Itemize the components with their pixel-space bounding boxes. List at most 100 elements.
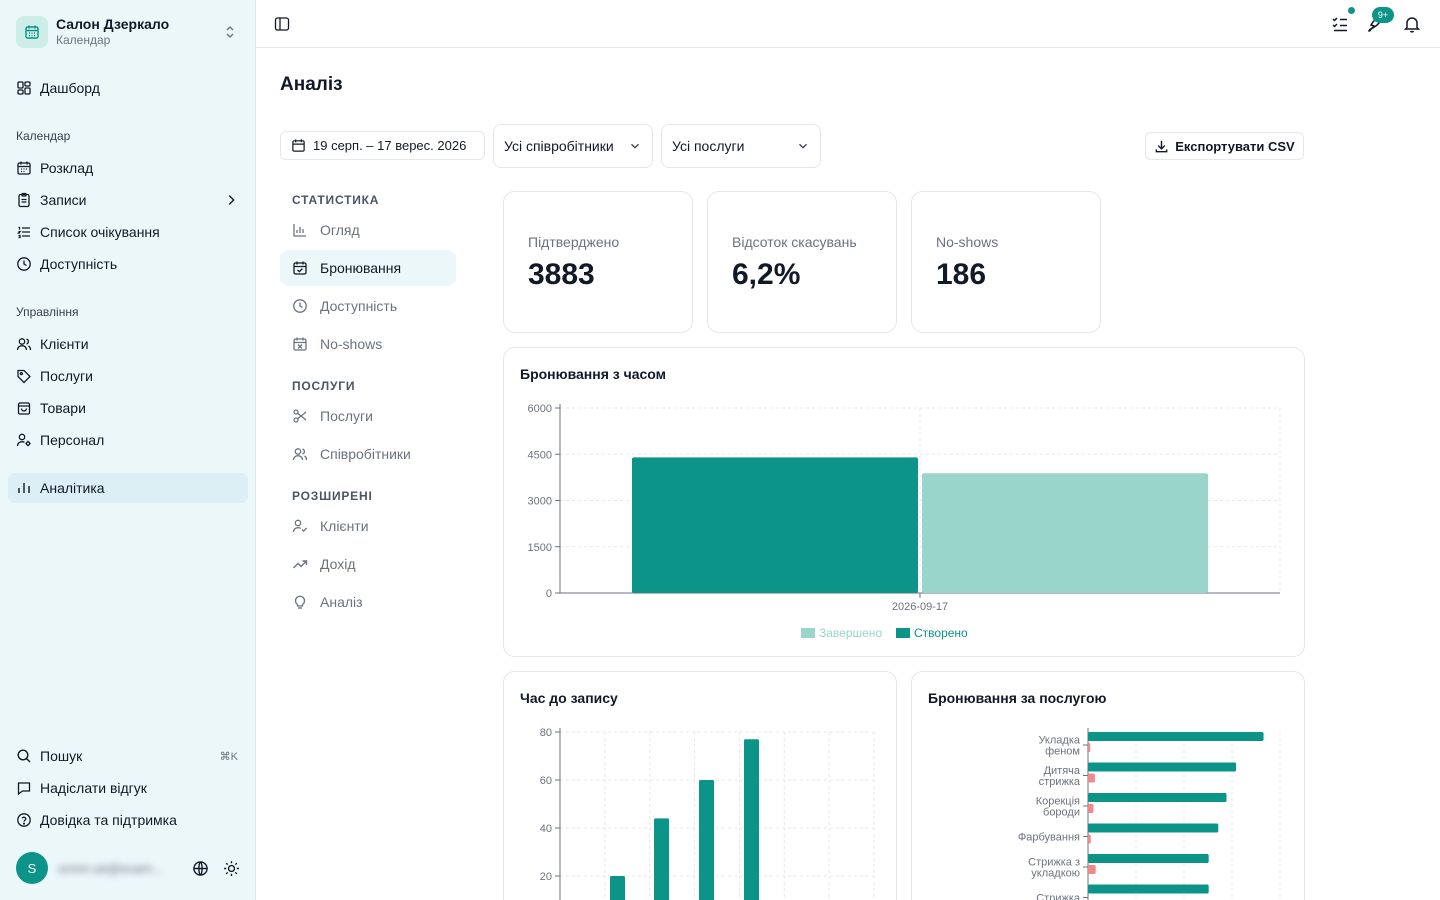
nav-clients-label: Клієнти xyxy=(40,336,89,352)
nav-staff[interactable]: Персонал xyxy=(8,425,248,455)
clock-icon xyxy=(293,299,307,313)
list-ordered-icon xyxy=(16,226,30,239)
bookings-by-service-card: Бронювання за послугою Укладка феном Дитяч… xyxy=(911,671,1305,900)
users-icon xyxy=(292,448,308,461)
date-range-picker[interactable]: 19 серп. – 17 верес. 2026 xyxy=(280,131,485,160)
nav-help[interactable]: Довідка та підтримка xyxy=(8,805,248,835)
nav-products[interactable]: Товари xyxy=(8,393,248,423)
nav-dashboard-label: Дашборд xyxy=(40,80,100,96)
subnav-clients-label: Клієнти xyxy=(320,518,369,534)
subnav-analysis[interactable]: Аналіз xyxy=(280,584,456,620)
nav-section-management: Управління xyxy=(16,305,79,319)
nav-schedule-label: Розклад xyxy=(40,160,94,176)
search-shortcut: ⌘K xyxy=(219,750,238,763)
export-csv-button[interactable]: Експортувати CSV xyxy=(1145,132,1304,160)
lightbulb-icon xyxy=(294,595,306,609)
subnav-employees[interactable]: Співробітники xyxy=(280,436,456,472)
nav-analytics[interactable]: Аналітика xyxy=(8,473,248,503)
bar-completed xyxy=(1088,823,1219,833)
nav-dashboard[interactable]: Дашборд xyxy=(8,73,248,103)
subnav-bookings[interactable]: Бронювання xyxy=(280,250,456,286)
lead-time-chart: 20 40 60 80 xyxy=(540,727,875,900)
subnav-clients[interactable]: Клієнти xyxy=(280,508,456,544)
nav-appointments-label: Записи xyxy=(40,192,87,208)
nav-help-label: Довідка та підтримка xyxy=(40,812,177,828)
nav-availability[interactable]: Доступність xyxy=(8,249,248,279)
bar-noshow xyxy=(1088,865,1096,874)
bar xyxy=(610,876,625,900)
subnav-availability-label: Доступність xyxy=(320,298,398,314)
search-icon xyxy=(17,749,31,763)
stat-cancel-label: Відсоток скасувань xyxy=(732,234,857,250)
trending-up-icon xyxy=(293,560,308,569)
workspace-subtitle: Календар xyxy=(56,33,111,47)
y-tick-label: 6000 xyxy=(528,403,552,415)
sidebar: Салон Дзеркало Календар Дашборд Календар… xyxy=(0,0,256,900)
bar-noshow xyxy=(1088,773,1095,783)
lead-time-card: Час до запису 20 40 60 80 xyxy=(503,671,897,900)
nav-feedback[interactable]: Надіслати відгук xyxy=(8,773,248,803)
clipboard-icon xyxy=(18,192,30,208)
bookings-over-time-card: Бронювання з часом 0 1500 3000 4500 6000 2026… xyxy=(503,347,1305,657)
category-label: Дитяча стрижка xyxy=(1039,765,1081,788)
user-menu[interactable]: S snnm.uk@exam... xyxy=(16,852,246,884)
nav-schedule[interactable]: Розклад xyxy=(8,153,248,183)
y-tick-label: 80 xyxy=(540,727,552,739)
category-label: Укладка феном xyxy=(1038,735,1080,758)
chevron-right-icon xyxy=(228,195,235,205)
tag-icon xyxy=(17,369,31,384)
user-check-icon xyxy=(292,519,308,533)
nav-appointments[interactable]: Записи xyxy=(8,185,248,215)
chevrons-up-down-icon xyxy=(226,26,234,38)
subnav-services[interactable]: Послуги xyxy=(280,398,456,434)
y-tick-label: 40 xyxy=(540,823,552,835)
chart-title: Бронювання за послугою xyxy=(928,690,1107,706)
subnav-noshows[interactable]: No-shows xyxy=(280,326,456,362)
subnav-availability[interactable]: Доступність xyxy=(280,288,456,324)
stat-cancel-value: 6,2% xyxy=(732,258,801,291)
nav-clients[interactable]: Клієнти xyxy=(8,329,248,359)
workspace-switcher[interactable]: Салон Дзеркало Календар xyxy=(8,10,248,54)
nav-services[interactable]: Послуги xyxy=(8,361,248,391)
bar-noshow xyxy=(1088,743,1091,752)
workspace-name: Салон Дзеркало xyxy=(56,16,170,32)
bar-chart-icon xyxy=(293,224,306,237)
subnav-overview-label: Огляд xyxy=(320,222,360,238)
globe-icon[interactable] xyxy=(192,860,209,877)
message-square-icon xyxy=(17,782,31,796)
date-range-label: 19 серп. – 17 верес. 2026 xyxy=(313,138,467,153)
updates-badge: 9+ xyxy=(1372,7,1394,23)
dashboard-icon xyxy=(17,81,31,95)
calendar-logo-icon xyxy=(16,16,48,48)
sun-icon[interactable] xyxy=(223,860,240,877)
subnav-analysis-label: Аналіз xyxy=(320,594,363,610)
nav-section-calendar: Календар xyxy=(16,129,71,143)
stat-card-noshows: No-shows 186 xyxy=(911,191,1101,333)
stat-noshow-label: No-shows xyxy=(936,234,999,250)
nav-waitlist[interactable]: Список очікування xyxy=(8,217,248,247)
subnav-revenue[interactable]: Дохід xyxy=(280,546,456,582)
category-label: Фарбування xyxy=(1018,832,1080,844)
nav-search[interactable]: Пошук ⌘K xyxy=(8,741,248,771)
clock-icon xyxy=(17,257,31,271)
legend-label-created: Створено xyxy=(914,626,968,640)
subnav-section-advanced: РОЗШИРЕНІ xyxy=(292,489,373,503)
category-label: Стрижка з укладкою xyxy=(1028,857,1080,880)
checklist-icon[interactable] xyxy=(1330,14,1350,34)
bell-icon[interactable] xyxy=(1402,14,1422,34)
category-label: Корекція бороди xyxy=(1036,796,1080,819)
staff-filter-select[interactable]: Усі співробітники xyxy=(493,124,653,168)
y-tick-label: 1500 xyxy=(528,542,552,554)
users-icon xyxy=(16,338,32,351)
subnav-services-label: Послуги xyxy=(320,408,373,424)
subnav-employees-label: Співробітники xyxy=(320,446,411,462)
subnav-noshows-label: No-shows xyxy=(320,336,383,352)
bar-noshow xyxy=(1088,804,1094,813)
sidebar-toggle-icon[interactable] xyxy=(274,16,290,32)
y-tick-label: 20 xyxy=(540,871,552,883)
service-filter-select[interactable]: Усі послуги xyxy=(661,124,821,168)
bar xyxy=(744,739,759,900)
subnav-overview[interactable]: Огляд xyxy=(280,212,456,248)
calendar-icon xyxy=(17,161,31,175)
scissors-icon xyxy=(293,409,307,423)
